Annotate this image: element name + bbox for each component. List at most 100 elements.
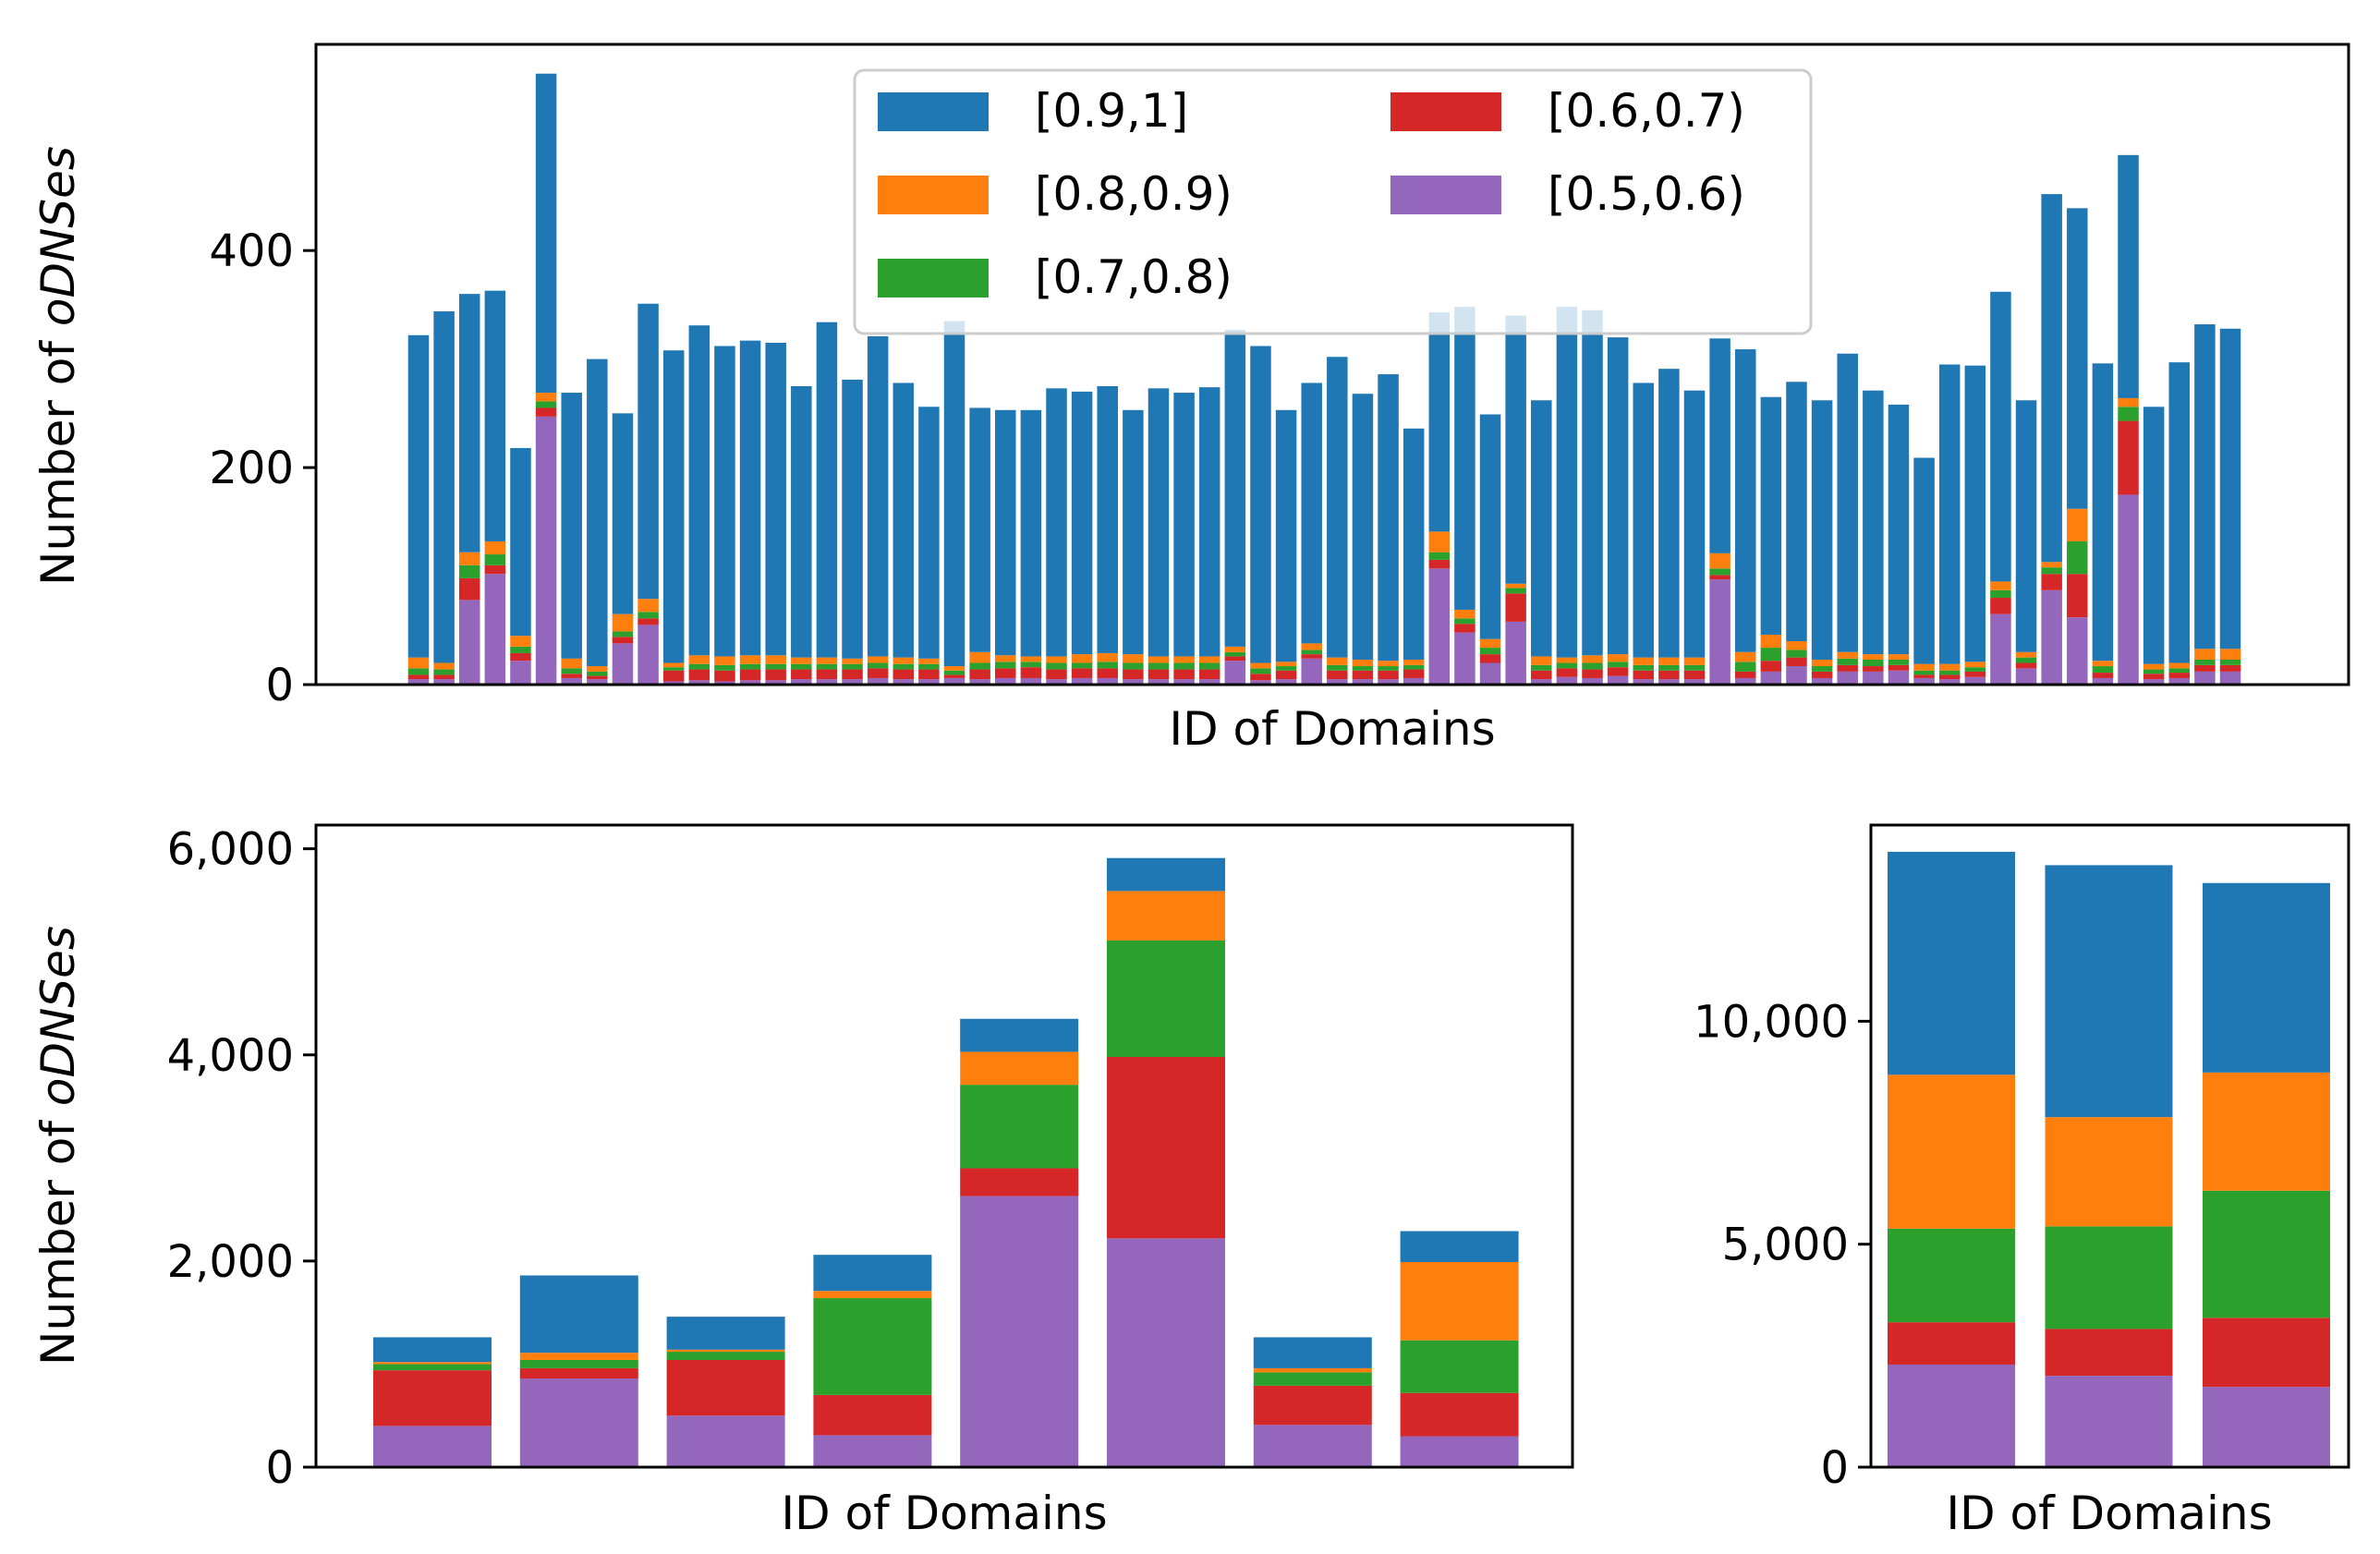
bar-segment xyxy=(943,321,965,667)
bar-segment xyxy=(2203,1190,2330,1318)
bar-segment xyxy=(2143,679,2165,685)
bar-segment xyxy=(587,666,608,672)
bar-segment xyxy=(1250,668,1271,674)
bar-segment xyxy=(2041,589,2062,685)
bar-segment xyxy=(842,658,863,664)
bar-segment xyxy=(1658,657,1680,665)
bar-segment xyxy=(2118,397,2139,407)
bar-segment xyxy=(1786,641,1807,650)
y-tick-label: 0 xyxy=(1820,1442,1849,1494)
bar-segment xyxy=(1683,390,1706,658)
bottom-right-panel-frame xyxy=(1869,823,2350,1469)
top-panel: 0 200 400 ID of Domains Number of oDNSes [… xyxy=(31,42,2350,756)
bar-segment xyxy=(969,679,990,685)
bar-segment xyxy=(1531,679,1552,685)
bar-segment xyxy=(892,657,915,664)
bar-segment xyxy=(1275,670,1297,680)
bar-segment xyxy=(1400,1231,1519,1262)
bar-segment xyxy=(2143,674,2165,680)
bar-segment xyxy=(510,636,531,647)
legend-swatch xyxy=(878,176,989,214)
bar-segment xyxy=(510,652,531,662)
bar-segment xyxy=(1301,643,1322,650)
bar-segment xyxy=(1811,400,1833,660)
bar-segment xyxy=(638,625,659,685)
bar-segment xyxy=(2168,673,2191,678)
y-tick-label: 10,000 xyxy=(1694,996,1849,1048)
bar-segment xyxy=(2067,574,2088,618)
bar-segment xyxy=(1658,670,1680,680)
bar-segment xyxy=(1327,657,1348,665)
bar-segment xyxy=(1253,1425,1372,1467)
bar-segment xyxy=(1224,656,1246,662)
bar-segment xyxy=(969,662,990,670)
bar-segment xyxy=(1400,1436,1519,1467)
bar-segment xyxy=(1352,670,1374,680)
bar-segment xyxy=(1402,669,1425,678)
bar-segment xyxy=(1734,671,1756,678)
bar-segment xyxy=(587,679,608,685)
bar-segment xyxy=(1734,677,1756,685)
bar-segment xyxy=(407,657,430,669)
bar-segment xyxy=(2067,208,2088,509)
bar-segment xyxy=(1734,349,1756,652)
bar-segment xyxy=(1683,664,1706,671)
bar-segment xyxy=(1352,394,1374,660)
bar-segment xyxy=(2041,562,2062,568)
bottom-left-panel-x-axis-label: ID of Domains xyxy=(781,1487,1107,1540)
legend: [0.9,1] [0.8,0.9) [0.7,0.8) [0.6,0.7) [0.5,0… xyxy=(853,68,1813,335)
bar-segment xyxy=(662,670,685,682)
bar-segment xyxy=(739,340,761,656)
bar-segment xyxy=(1107,891,1225,941)
bar-segment xyxy=(2168,362,2191,663)
bar-segment xyxy=(688,325,710,656)
bar-segment xyxy=(1428,312,1451,532)
bar-segment xyxy=(1071,391,1093,655)
bar-segment xyxy=(1888,1322,2015,1365)
bar-segment xyxy=(1964,662,1986,668)
bar-segment xyxy=(739,663,761,670)
bar-segment xyxy=(1582,677,1603,685)
bar-segment xyxy=(1020,409,1042,657)
bar-segment xyxy=(995,668,1016,678)
bar-segment xyxy=(2143,407,2165,664)
bar-segment xyxy=(1709,338,1730,553)
bar-segment xyxy=(995,662,1016,669)
bar-segment xyxy=(1938,663,1961,671)
bar-segment xyxy=(1683,670,1706,680)
bar-segment xyxy=(1107,1057,1225,1239)
bar-segment xyxy=(666,1349,785,1353)
bar-segment xyxy=(1173,662,1195,670)
bar-segment xyxy=(1658,369,1680,658)
bar-segment xyxy=(1046,669,1067,680)
bar-segment xyxy=(969,669,990,680)
bar-segment xyxy=(2168,668,2191,674)
bar-segment xyxy=(918,669,940,680)
bar-segment xyxy=(867,668,889,678)
bar-segment xyxy=(765,663,786,670)
bar-segment xyxy=(1505,593,1526,622)
bar-segment xyxy=(1863,659,1884,667)
bar-segment xyxy=(943,677,965,685)
bar-segment xyxy=(1402,677,1425,685)
bar-segment xyxy=(1198,669,1220,680)
bar-segment xyxy=(1107,1238,1225,1467)
bar-segment xyxy=(1938,679,1961,685)
bar-segment xyxy=(1734,662,1756,672)
bar-segment xyxy=(918,663,940,670)
bar-segment xyxy=(2118,420,2139,495)
bar-segment xyxy=(1224,329,1246,647)
bar-segment xyxy=(519,1378,638,1467)
bar-segment xyxy=(1173,679,1195,685)
bar-segment xyxy=(1479,414,1501,639)
bar-segment xyxy=(2015,651,2037,658)
bar-segment xyxy=(2143,663,2165,670)
bottom-right-panel-y-ticks: 0 5,000 10,000 xyxy=(1694,996,1871,1494)
bar-segment xyxy=(1683,657,1706,665)
bar-segment xyxy=(2219,664,2241,672)
bar-segment xyxy=(765,343,786,656)
bar-segment xyxy=(1378,666,1399,671)
bar-segment xyxy=(1275,666,1297,671)
bar-segment xyxy=(1786,657,1807,667)
bar-segment xyxy=(1964,671,1986,677)
